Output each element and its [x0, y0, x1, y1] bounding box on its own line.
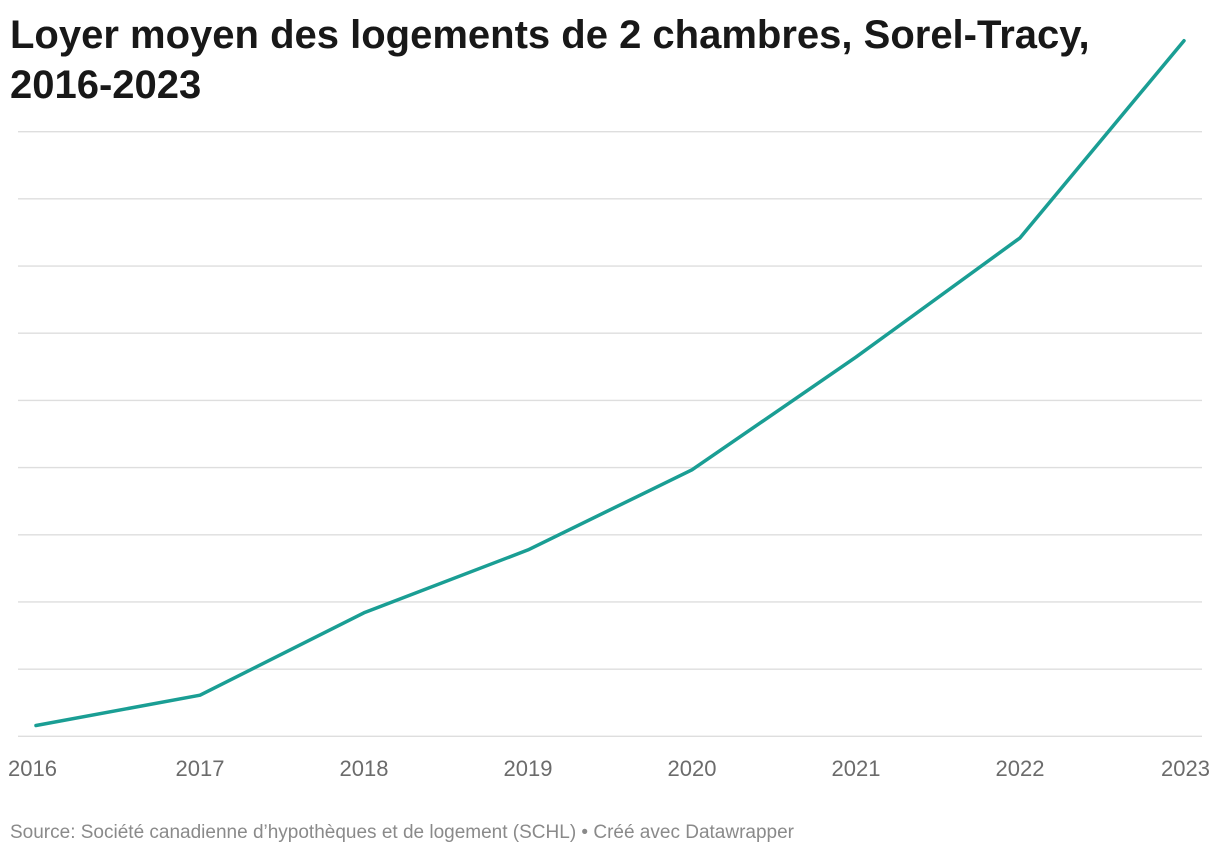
series-line-0 [34, 38, 1186, 728]
x-tick-label-2019: 2019 [504, 756, 553, 781]
data-point-2017 [194, 689, 206, 701]
data-point-2016 [30, 719, 42, 731]
data-point-2022 [1014, 232, 1026, 244]
data-point-2020 [686, 464, 698, 476]
series-group [30, 35, 1190, 731]
source-note: Source: Société canadienne d’hypothèques… [10, 822, 795, 843]
x-tick-label-2020: 2020 [668, 756, 717, 781]
x-tick-label-2018: 2018 [340, 756, 389, 781]
gridlines [18, 130, 1202, 738]
data-point-2021 [850, 351, 862, 363]
x-tick-label-2021: 2021 [832, 756, 881, 781]
x-axis: 2016 2017 2018 2019 2020 2021 2022 2023 [8, 756, 1210, 781]
data-point-2023 [1178, 35, 1190, 47]
x-tick-label-2022: 2022 [996, 756, 1045, 781]
chart-title: Loyer moyen des logements de 2 chambres,… [10, 13, 1090, 107]
x-tick-label-2017: 2017 [176, 756, 225, 781]
x-tick-label-2023: 2023 [1161, 756, 1210, 781]
data-point-2019 [522, 544, 534, 556]
data-point-2018 [358, 607, 370, 619]
x-tick-label-2016: 2016 [8, 756, 57, 781]
